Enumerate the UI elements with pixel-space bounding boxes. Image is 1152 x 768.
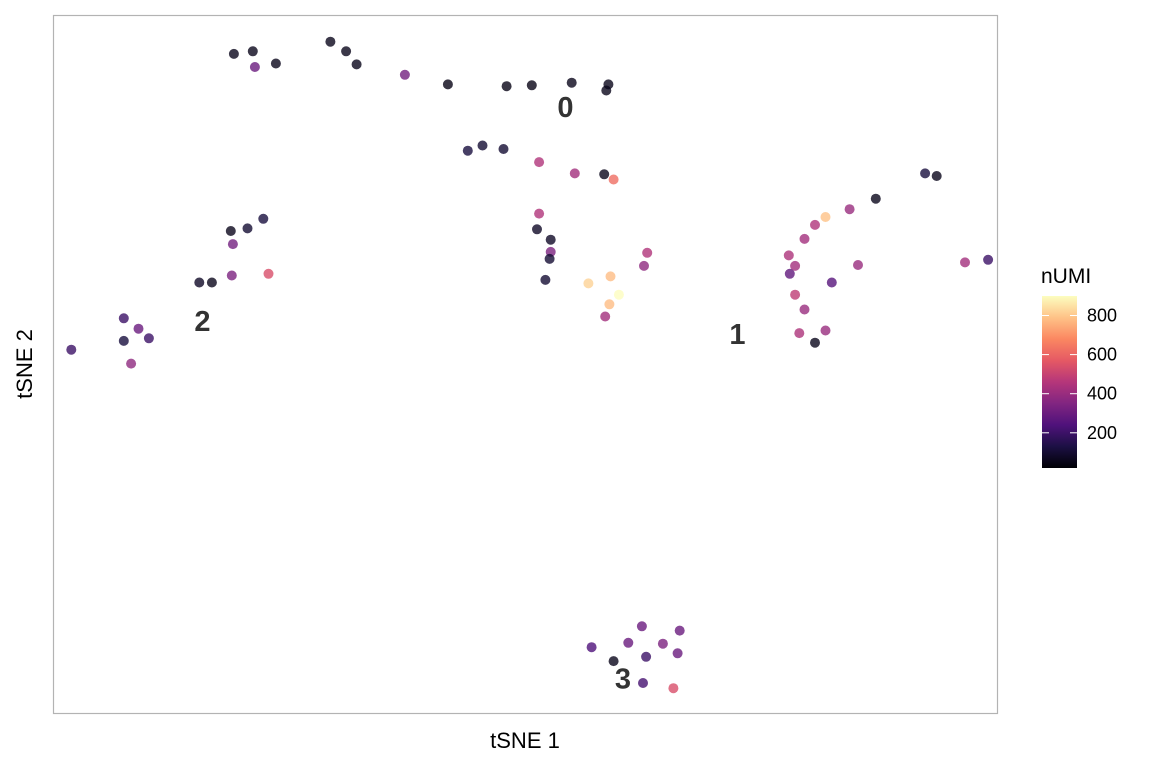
scatter-point	[194, 277, 205, 288]
scatter-point	[983, 254, 994, 265]
points-layer	[66, 36, 994, 694]
scatter-point	[534, 208, 545, 219]
cluster-label-2: 2	[194, 306, 210, 338]
legend-tick-label: 800	[1087, 306, 1117, 326]
scatter-point	[569, 168, 580, 179]
scatter-point	[599, 169, 610, 180]
scatter-point	[790, 260, 801, 271]
scatter-point	[668, 683, 679, 694]
scatter-point	[674, 625, 685, 636]
scatter-point	[206, 277, 217, 288]
scatter-point	[794, 328, 805, 339]
scatter-point	[583, 278, 594, 289]
scatter-point	[540, 274, 551, 285]
cluster-label-1: 1	[729, 319, 745, 351]
scatter-point	[566, 77, 577, 88]
scatter-point	[600, 311, 611, 322]
legend-tick-label: 600	[1087, 345, 1117, 365]
scatter-point	[636, 621, 647, 632]
scatter-point	[623, 637, 634, 648]
scatter-point	[242, 223, 253, 234]
scatter-point	[526, 80, 537, 91]
legend-colorbar	[1042, 296, 1077, 468]
scatter-point	[118, 313, 129, 324]
scatter-point	[544, 253, 555, 264]
scatter-point	[608, 656, 619, 667]
scatter-point	[225, 226, 236, 236]
scatter-point	[931, 171, 942, 181]
scatter-point	[641, 651, 652, 662]
scatter-point	[820, 325, 831, 336]
scatter-point	[399, 69, 410, 80]
scatter-point	[126, 358, 137, 369]
scatter-point	[532, 224, 542, 235]
scatter-point	[226, 270, 237, 281]
scatter-point	[799, 304, 810, 315]
scatter-point	[642, 247, 653, 258]
x-axis-title: tSNE 1	[490, 728, 560, 753]
scatter-point	[784, 268, 795, 279]
scatter-point	[477, 140, 488, 151]
legend-ticks: 200 400 600 800	[1042, 306, 1117, 443]
legend-tick-label: 200	[1087, 423, 1117, 443]
scatter-point	[228, 48, 239, 59]
scatter-point	[227, 239, 238, 250]
scatter-point	[351, 59, 362, 70]
scatter-point	[534, 157, 545, 168]
scatter-point	[920, 168, 931, 179]
cluster-labels-layer: 0 1 2 3	[194, 92, 745, 696]
scatter-point	[870, 193, 881, 204]
scatter-point	[325, 36, 336, 47]
scatter-point	[545, 234, 556, 245]
scatter-point	[605, 271, 616, 282]
scatter-point	[844, 204, 855, 215]
legend-tick-label: 400	[1087, 384, 1117, 404]
scatter-point	[133, 323, 144, 334]
scatter-point	[826, 277, 837, 288]
scatter-point	[501, 81, 512, 92]
scatter-point	[247, 46, 258, 57]
scatter-point	[853, 260, 863, 270]
scatter-point	[638, 678, 648, 688]
scatter-point	[341, 46, 352, 57]
scatter-point	[960, 257, 970, 268]
color-legend: nUMI 200 400 600 800	[1041, 265, 1117, 468]
scatter-point	[608, 174, 619, 185]
y-axis-title: tSNE 2	[12, 329, 37, 399]
scatter-point	[613, 289, 624, 300]
cluster-label-3: 3	[615, 664, 631, 696]
scatter-point	[657, 638, 668, 649]
scatter-point	[604, 299, 615, 310]
scatter-point	[790, 289, 801, 300]
scatter-point	[442, 79, 453, 90]
scatter-point	[249, 62, 260, 72]
scatter-point	[820, 212, 831, 222]
scatter-point	[810, 337, 820, 348]
scatter-point	[66, 344, 77, 355]
scatter-point	[639, 260, 649, 271]
scatter-point	[672, 648, 683, 659]
scatter-point	[603, 79, 614, 90]
legend-title: nUMI	[1041, 265, 1091, 288]
plot-panel-border	[52, 14, 999, 715]
scatter-point	[498, 144, 509, 154]
scatter-point	[270, 58, 281, 69]
scatter-point	[118, 335, 129, 346]
scatter-point	[783, 250, 794, 261]
scatter-point	[799, 233, 810, 244]
scatter-point	[586, 642, 597, 653]
scatter-point	[462, 145, 473, 156]
scatter-point	[258, 213, 269, 224]
scatter-point	[810, 219, 820, 230]
cluster-label-0: 0	[557, 92, 573, 124]
scatter-point	[263, 268, 274, 279]
scatter-point	[143, 333, 154, 344]
